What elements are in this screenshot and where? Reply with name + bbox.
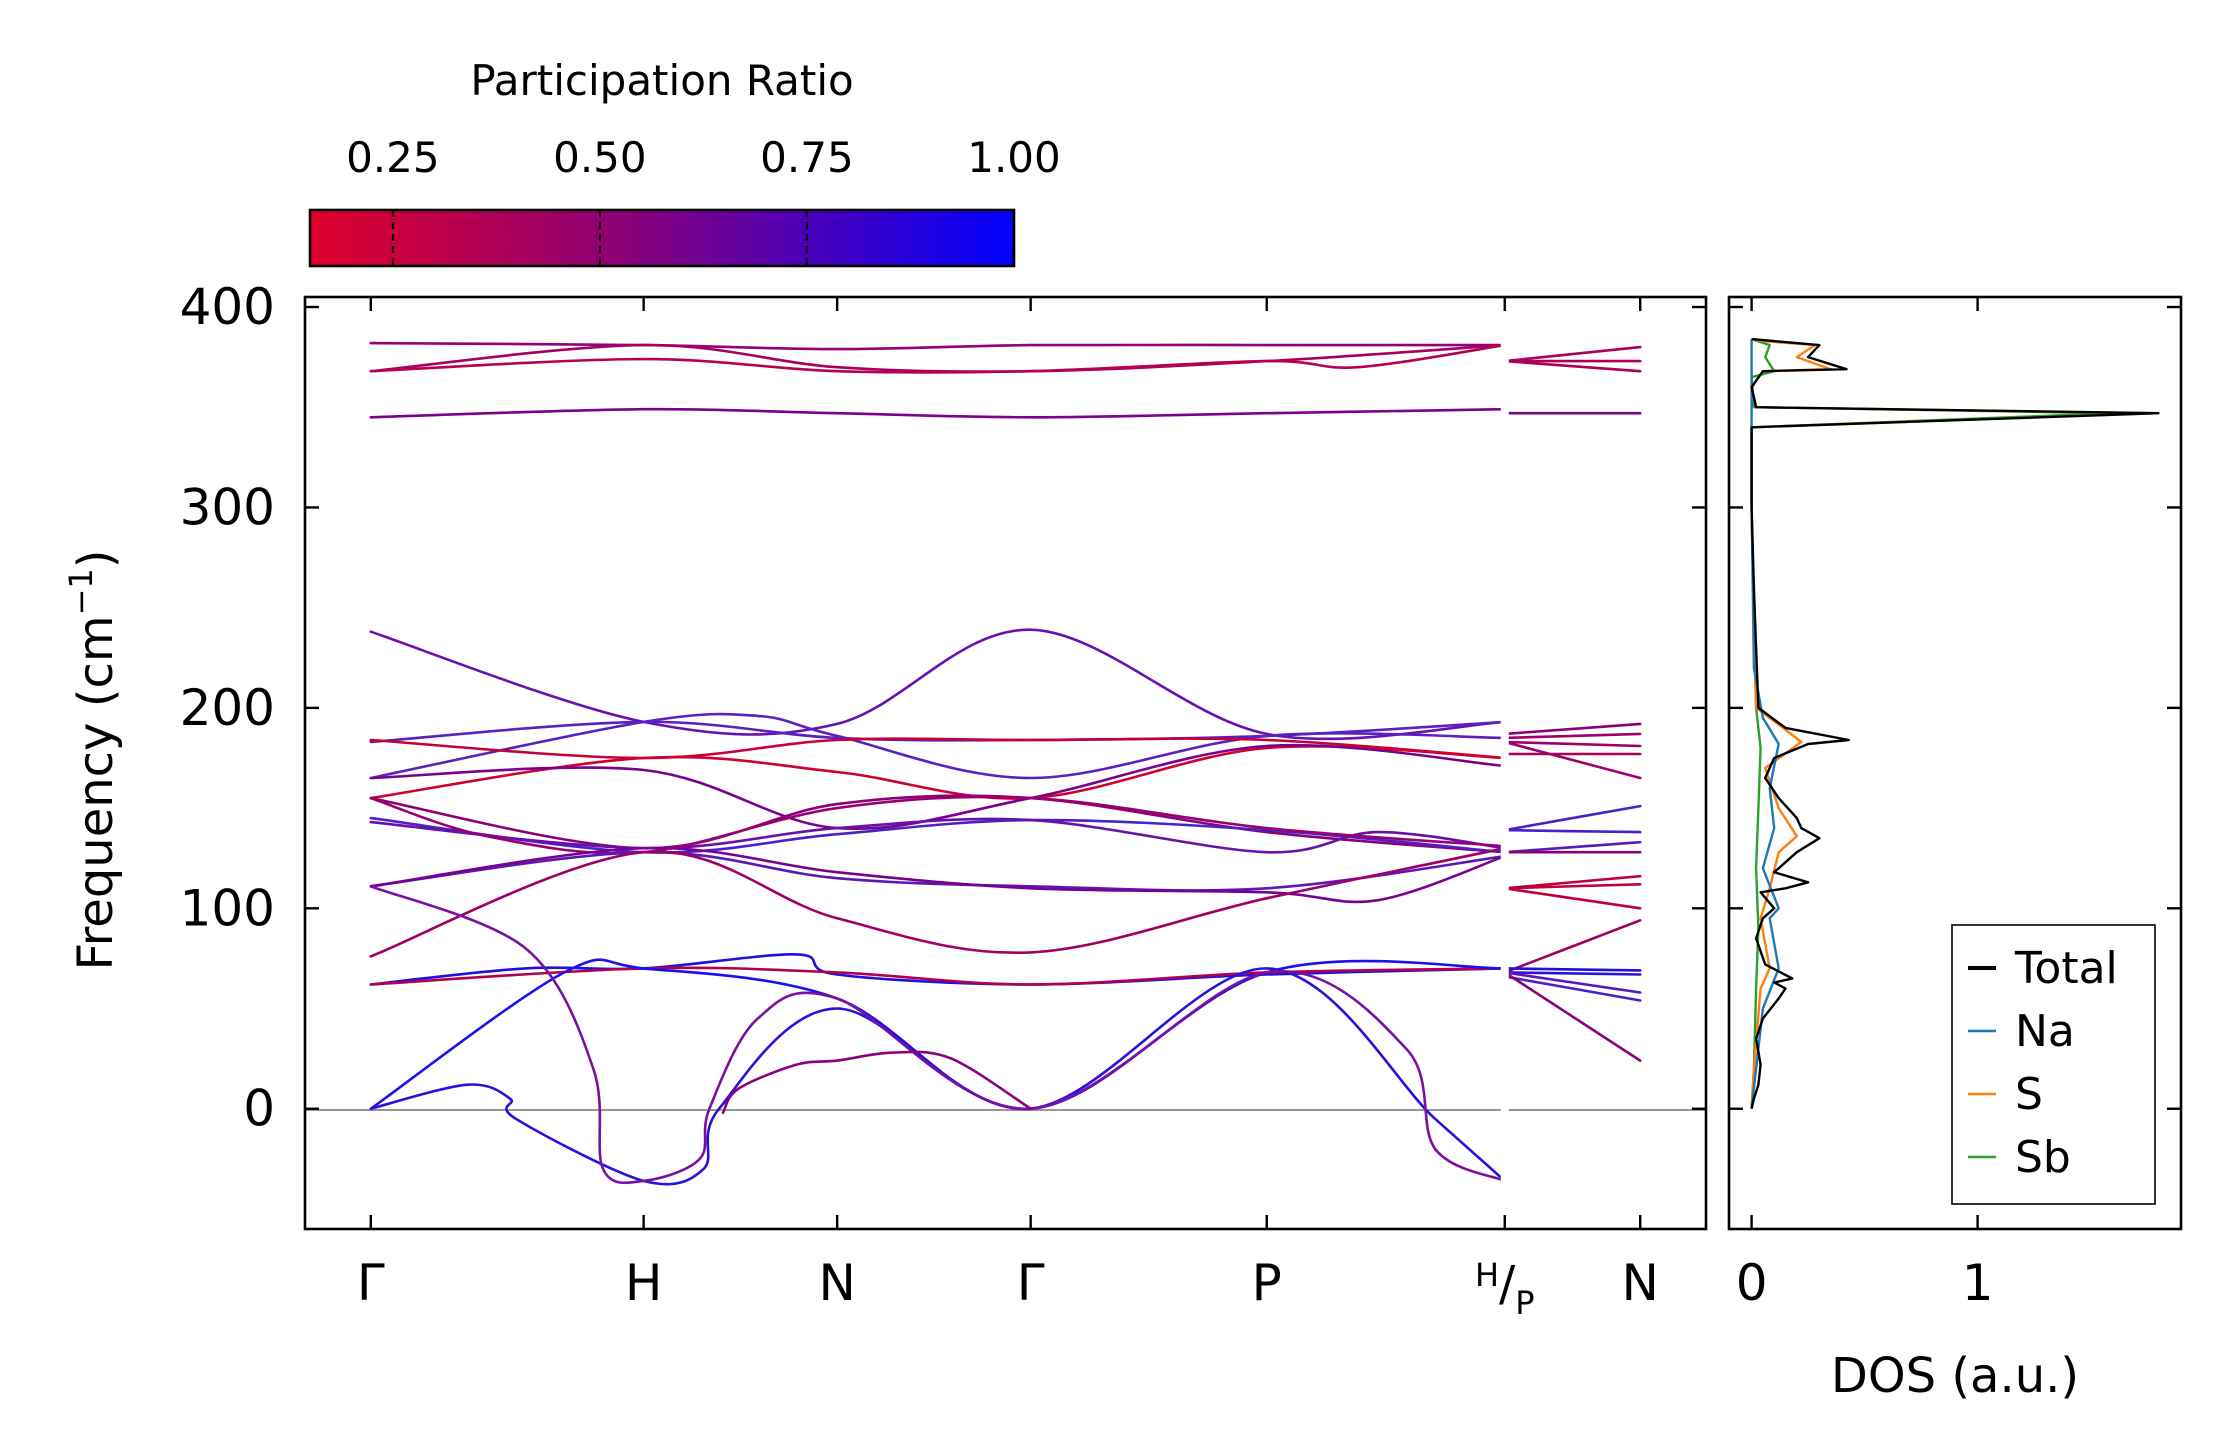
y-axis-ticks: 0 100 200 300 400 [180, 278, 1706, 1138]
dos-x-axis-label: DOS (a.u.) [1831, 1348, 2079, 1404]
band-red-183 [369, 737, 1507, 760]
band-lines [369, 341, 1642, 1186]
x-tick-label-6: N [1622, 1254, 1659, 1312]
y-tick-label-2: 200 [180, 679, 275, 737]
band-110 [369, 846, 1507, 904]
legend-label-total: Total [2014, 943, 2118, 994]
y-axis-label: Frequency (cm−1) [62, 549, 124, 970]
dos-series-s [1750, 337, 2160, 1109]
y-axis-label-main: Frequency (cm [68, 615, 124, 970]
segPN-top-1 [1503, 345, 1642, 363]
y-tick-label-4: 400 [180, 278, 275, 336]
segPN-66 [1503, 971, 1642, 976]
colorbar-tick-label-1: 0.50 [553, 133, 647, 182]
band-structure-panel: 0 100 200 300 400 Γ H N Γ P H/P N Frequency (cm−1) [62, 278, 1708, 1322]
segPN-top-3 [1503, 359, 1642, 373]
main-plot-frame [303, 295, 1708, 1231]
band-63 [369, 966, 1507, 986]
colorbar-title: Participation Ratio [470, 56, 853, 105]
segPN-139 [1503, 828, 1642, 834]
colorbar-tick-label-0: 0.25 [346, 133, 440, 182]
segPN-100 [1503, 887, 1642, 910]
y-axis-label-exp: −1 [62, 568, 100, 615]
band-top-1 [369, 341, 1507, 351]
band-145b [369, 817, 1507, 854]
x-tick-label-4: P [1252, 1254, 1282, 1312]
colorbar-tick-label-3: 1.00 [967, 133, 1061, 182]
colorbar-tick-label-2: 0.75 [760, 133, 854, 182]
dos-x-tick-label-0: 0 [1736, 1254, 1768, 1312]
segPN-24 [1503, 971, 1642, 1062]
colorbar-ticks: 0.25 0.50 0.75 1.00 [346, 133, 1061, 266]
band-top-3 [369, 343, 1507, 374]
band-acoustic-4 [721, 1050, 1032, 1115]
band-135 [369, 795, 1507, 855]
dos-series-total [1750, 337, 2160, 1109]
segPN-192 [1503, 722, 1642, 736]
segPN-112 [1503, 883, 1642, 890]
segPN-182 [1503, 740, 1642, 748]
dos-lines [1750, 337, 2160, 1109]
segPN-150 [1503, 804, 1642, 832]
band-170 [369, 743, 1507, 831]
y-axis-label-close: ) [68, 549, 124, 568]
colorbar-gradient [308, 208, 1016, 268]
x-tick-label-5: H/P [1475, 1256, 1535, 1322]
band-top-4 [369, 407, 1507, 419]
dos-plot-frame [1727, 295, 2183, 1231]
x-tick-label-2: N [818, 1254, 855, 1312]
band-112 [369, 850, 1507, 892]
legend-label-na: Na [2015, 1006, 2075, 1057]
y-tick-label-0: 0 [243, 1080, 275, 1138]
band-185 [369, 712, 1507, 780]
band-76 [369, 846, 1507, 958]
y-tick-label-1: 100 [180, 879, 275, 937]
x-tick-label-3: Γ [1017, 1254, 1045, 1312]
band-acoustic-3 [369, 885, 1507, 1185]
x-axis-ticks: Γ H N Γ P H/P N [357, 297, 1659, 1322]
segPN-186 [1503, 732, 1642, 740]
band-145a [369, 816, 1507, 854]
x-tick-label-0: Γ [357, 1254, 385, 1312]
segPN-94 [1503, 919, 1642, 974]
segPN-70 [1503, 967, 1642, 972]
segPN-165 [1503, 740, 1642, 780]
legend-label-s: S [2015, 1069, 2043, 1120]
y-tick-label-3: 300 [180, 478, 275, 536]
legend-label-sb: Sb [2015, 1132, 2071, 1183]
colorbar: Participation Ratio 0.25 0.50 0.75 1.00 [308, 56, 1061, 268]
band-155 [369, 794, 1507, 854]
x-tick-label-1: H [625, 1254, 663, 1312]
band-240 [369, 628, 1507, 741]
dos-x-tick-label-1: 1 [1962, 1254, 1994, 1312]
legend-items: Total Na S Sb [1968, 943, 2118, 1183]
segPN-61 [1503, 971, 1642, 994]
segPN-133 [1503, 840, 1642, 854]
legend: Total Na S Sb [1951, 924, 2156, 1205]
band-acoustic-2 [369, 967, 1507, 1186]
dos-series-na [1750, 339, 1780, 1109]
